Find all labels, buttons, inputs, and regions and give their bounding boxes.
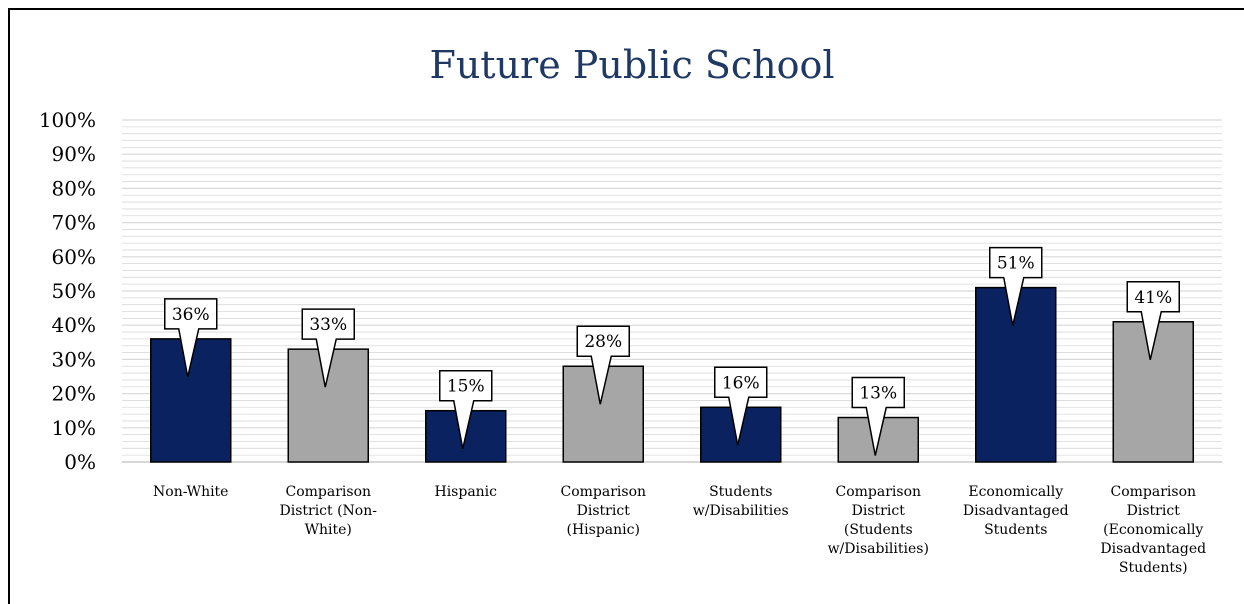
data-label-callout [989, 246, 1043, 326]
chart-title: Future Public School [429, 43, 834, 87]
data-label: 13% [859, 384, 897, 404]
y-tick-label: 70% [52, 211, 96, 235]
y-tick-label: 30% [52, 347, 96, 371]
data-label-callout [439, 369, 493, 449]
y-tick-label: 60% [52, 245, 96, 269]
x-tick-label: Non-White [153, 484, 228, 500]
y-tick-label: 80% [52, 176, 96, 200]
x-axis-categories: Non-White Comparison District (Non-White) H… [153, 484, 1206, 576]
y-tick-label: 40% [52, 313, 96, 337]
data-label: 33% [309, 315, 347, 335]
x-tick-label: Students w/Disabilities [693, 484, 789, 519]
data-label-callout [714, 366, 768, 446]
data-label: 51% [997, 254, 1035, 274]
x-tick-label: Comparison District (Non-White) [280, 484, 378, 538]
x-tick-label: Comparison District (Students w/Disabilitie… [828, 484, 929, 557]
data-label-callout [1126, 281, 1180, 360]
data-label: 16% [722, 373, 760, 393]
data-label-callout [576, 325, 630, 405]
y-tick-label: 90% [52, 142, 96, 166]
data-labels: 36% 33% 15% 28% 16% 13% 51% 41% [164, 246, 1180, 456]
x-tick-label: Comparison District (Hispanic) [560, 484, 646, 538]
bar [975, 286, 1057, 463]
data-label-callout [164, 298, 218, 378]
x-tick-label: Hispanic [434, 484, 497, 500]
data-label: 41% [1134, 288, 1172, 308]
data-label: 28% [584, 332, 622, 352]
y-tick-label: 100% [39, 108, 96, 132]
y-tick-label: 10% [52, 416, 96, 440]
y-tick-label: 0% [64, 450, 96, 474]
chart-frame [8, 8, 1244, 604]
data-label: 36% [172, 305, 210, 325]
x-tick-label: Comparison District (Economically Disadvant… [1100, 484, 1206, 576]
data-label-callout [851, 376, 905, 456]
x-tick-label: Economically Disadvantaged Students [963, 484, 1069, 538]
data-label-callout [301, 308, 355, 388]
data-label: 15% [447, 377, 485, 397]
gridlines [122, 119, 1222, 463]
y-tick-label: 20% [52, 382, 96, 406]
y-tick-label: 50% [52, 279, 96, 303]
y-axis: 0% 10% 20% 30% 40% 50% 60% 70% 80% 90% 100% [39, 108, 96, 474]
